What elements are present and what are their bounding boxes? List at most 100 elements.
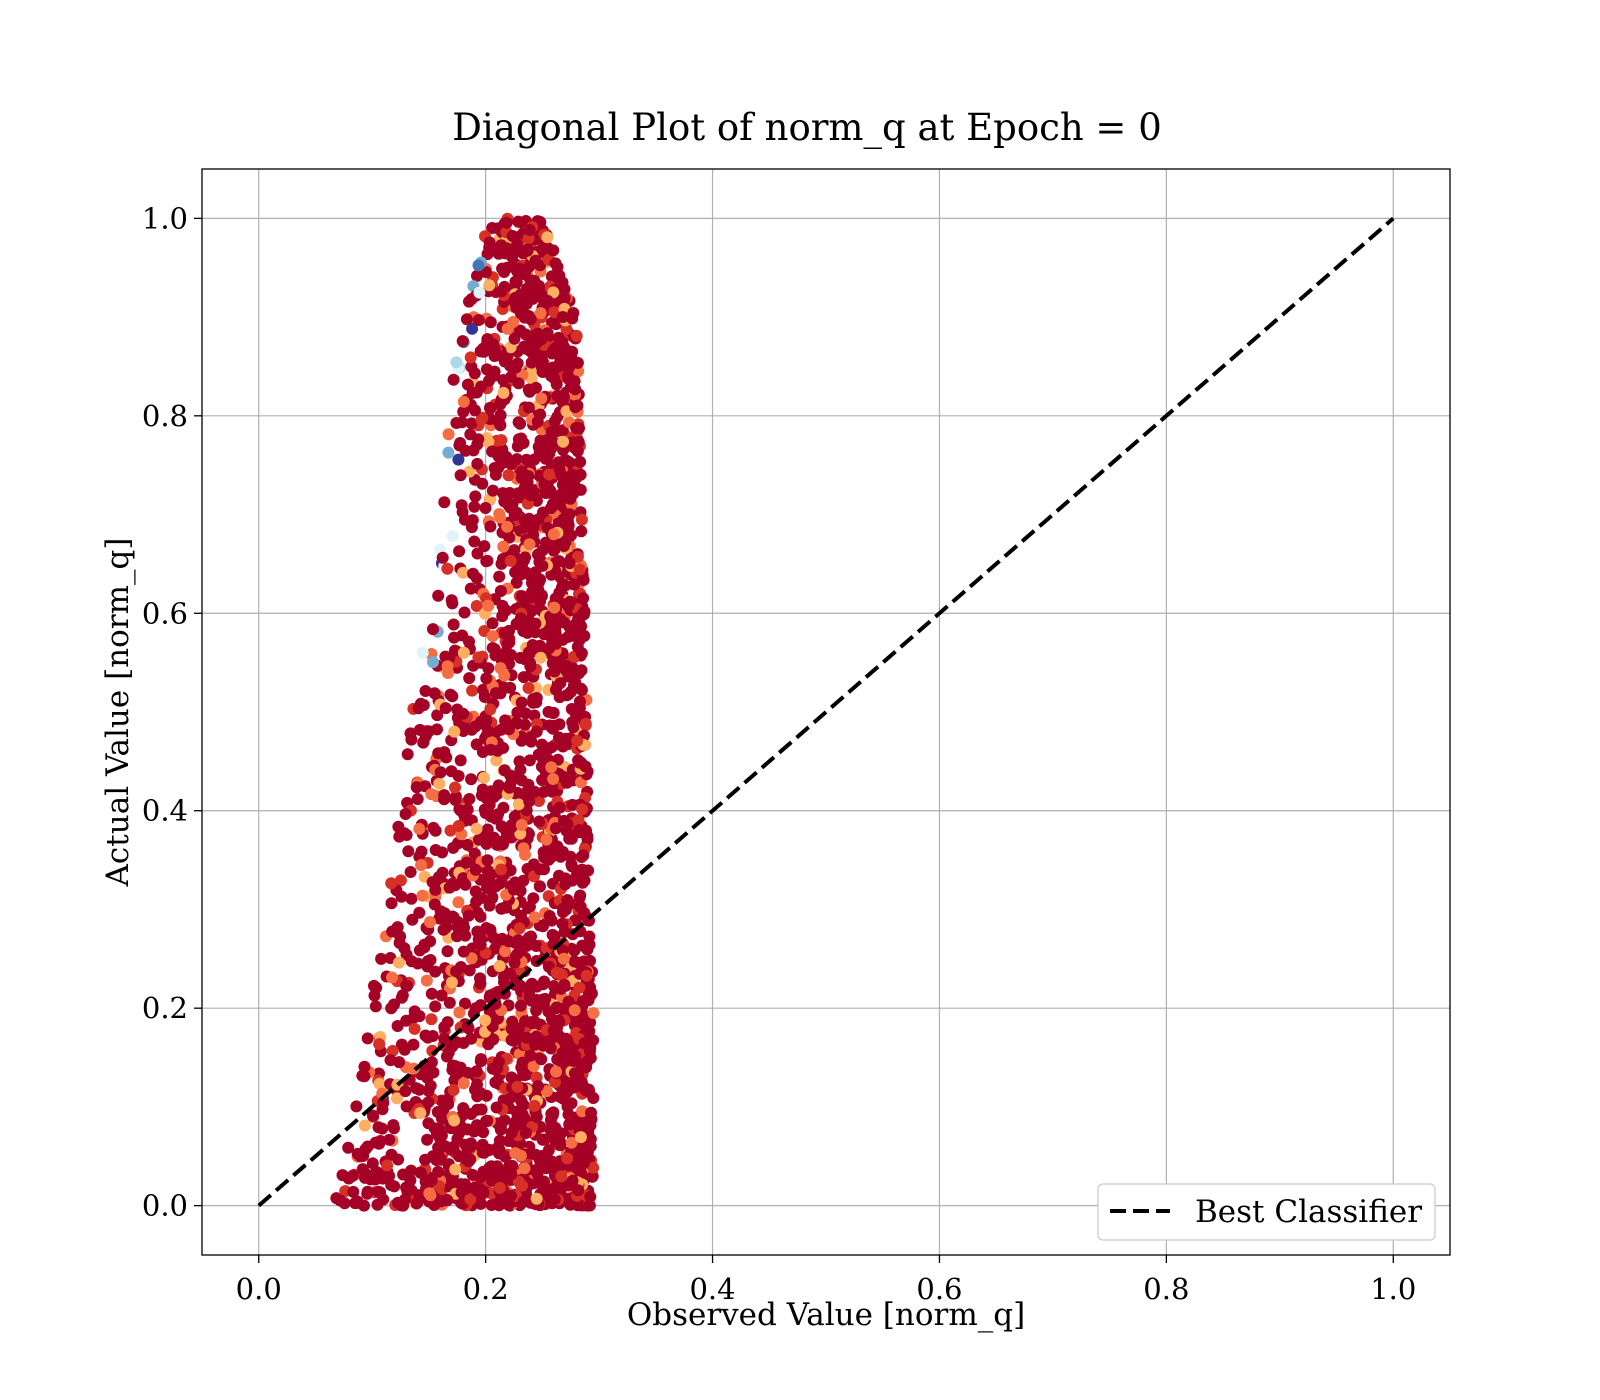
scatter-point [533,639,546,652]
scatter-point [582,1026,595,1039]
scatter-point [582,1116,595,1129]
scatter-point [542,1038,554,1051]
scatter-point [439,702,452,715]
scatter-point [470,822,483,835]
scatter-point [513,262,526,275]
scatter-point [524,731,537,744]
scatter-point [568,944,581,957]
y-tick-label: 0.8 [142,399,188,433]
scatter-point [469,1002,482,1015]
scatter-point [364,1173,377,1186]
scatter-point [528,911,541,924]
scatter-point [502,469,515,482]
scatter-point [465,773,478,786]
scatter-point [515,432,528,445]
scatter-point [577,592,590,605]
scatter-point [515,819,528,831]
scatter-point [469,490,482,503]
scatter-point [447,1084,460,1096]
scatter-point [510,453,523,466]
scatter-point [557,952,570,965]
scatter-point [553,801,566,814]
scatter-point [356,1069,369,1082]
scatter-point [545,613,558,626]
scatter-point [448,631,460,644]
scatter-point [443,996,456,1009]
scatter-point [420,974,433,987]
scatter-point [578,1037,591,1050]
scatter-point [400,979,413,992]
scatter-point [438,1032,451,1045]
scatter-point [542,1005,555,1018]
scatter-point [558,978,571,991]
scatter-point [466,322,479,335]
scatter-point [391,1020,404,1032]
scatter-point [470,1184,483,1197]
scatter-point [521,626,534,639]
y-axis-ticks: 0.0 0.2 0.4 0.6 0.8 1.0 [142,201,202,1223]
scatter-point [438,496,451,509]
scatter-point [431,709,444,722]
scatter-point [526,577,538,589]
scatter-point [500,450,513,463]
scatter-point [548,665,561,678]
scatter-point [556,1046,569,1059]
scatter-point [385,1002,398,1015]
scatter-point [482,599,495,612]
scatter-point [549,257,562,270]
scatter-point [429,965,442,978]
scatter-point [577,1157,590,1170]
scatter-point [457,646,470,659]
y-tick-label: 0.2 [142,991,188,1025]
scatter-point [452,453,465,466]
scatter-point [557,444,570,457]
scatter-point [424,916,436,929]
scatter-points [330,212,600,1212]
scatter-point [519,653,532,666]
scatter-point [518,1069,531,1082]
scatter-point [446,597,459,610]
scatter-point [494,585,507,597]
scatter-point [405,733,418,746]
scatter-point [457,395,470,408]
scatter-point [552,1160,565,1173]
scatter-point [471,925,484,938]
scatter-point [562,600,575,613]
scatter-point [441,562,454,575]
scatter-point [425,1056,438,1069]
scatter-point [549,566,562,579]
scatter-point [532,327,544,340]
scatter-point [548,415,561,428]
scatter-point [527,1060,540,1073]
scatter-point [350,1100,363,1113]
scatter-point [458,606,471,619]
scatter-point [534,863,546,876]
scatter-point [386,1044,399,1057]
scatter-point [500,216,513,229]
scatter-point [451,930,463,943]
scatter-point [438,789,451,802]
scatter-point [484,703,497,716]
scatter-point [446,1063,459,1076]
scatter-point [454,437,467,449]
scatter-point [558,341,571,354]
scatter-point [522,778,535,791]
scatter-point [469,404,481,417]
scatter-point [553,731,565,744]
scatter-point [586,1170,599,1183]
scatter-point [528,338,541,351]
scatter-point [547,773,560,785]
scatter-point [566,468,578,481]
scatter-point [507,315,520,328]
scatter-point [497,801,510,814]
scatter-point [457,405,470,418]
x-tick-label: 0.0 [236,1272,282,1306]
scatter-point [413,906,426,919]
scatter-point [554,677,567,690]
scatter-point [548,601,561,614]
scatter-point [416,889,429,902]
scatter-point [549,822,562,835]
scatter-point [475,789,488,802]
scatter-point [488,369,501,382]
